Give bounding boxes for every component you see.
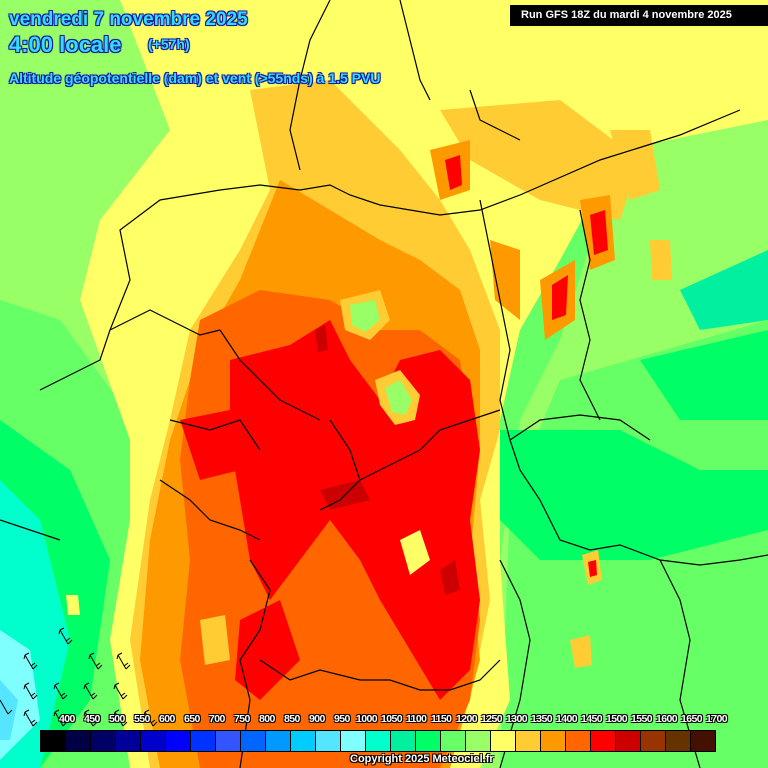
colorbar-segment (491, 731, 516, 751)
colorbar-segment (191, 731, 216, 751)
colorbar (40, 730, 716, 752)
forecast-time: 4:00 locale (9, 32, 122, 57)
colorbar-label: 450 (84, 713, 100, 725)
colorbar-label: 800 (259, 713, 275, 725)
colorbar-label: 1600 (656, 713, 678, 725)
colorbar-label: 850 (284, 713, 300, 725)
colorbar-segment (441, 731, 466, 751)
colorbar-label: 1300 (506, 713, 528, 725)
colorbar-label: 750 (234, 713, 250, 725)
colorbar-segment (516, 731, 541, 751)
parameter-title: Altitude géopotentielle (dam) et vent (>… (9, 70, 381, 86)
colorbar-segment (241, 731, 266, 751)
colorbar-label: 1200 (456, 713, 478, 725)
run-info-box: Run GFS 18Z du mardi 4 novembre 2025 (510, 5, 768, 26)
colorbar-segment (366, 731, 391, 751)
colorbar-label: 400 (59, 713, 75, 725)
forecast-offset: (+57h) (148, 36, 190, 52)
colorbar-label: 900 (309, 713, 325, 725)
colorbar-segment (316, 731, 341, 751)
colorbar-segment (216, 731, 241, 751)
colorbar-label: 1250 (481, 713, 503, 725)
colorbar-label: 1350 (531, 713, 553, 725)
colorbar-label: 550 (134, 713, 150, 725)
colorbar-segment (641, 731, 666, 751)
colorbar-segment (691, 731, 716, 751)
colorbar-segment (66, 731, 91, 751)
colorbar-segment (391, 731, 416, 751)
colorbar-label: 1650 (681, 713, 703, 725)
colorbar-label: 1550 (631, 713, 653, 725)
colorbar-segment (666, 731, 691, 751)
colorbar-label: 1150 (431, 713, 452, 725)
colorbar-segment (291, 731, 316, 751)
colorbar-label: 1450 (581, 713, 603, 725)
forecast-date: vendredi 7 novembre 2025 (9, 9, 248, 30)
colorbar-segment (341, 731, 366, 751)
colorbar-segment (116, 731, 141, 751)
colorbar-label: 700 (209, 713, 225, 725)
colorbar-label: 1500 (606, 713, 628, 725)
colorbar-segment (41, 731, 66, 751)
colorbar-label: 1700 (706, 713, 728, 725)
colorbar-segment (91, 731, 116, 751)
colorbar-segment (166, 731, 191, 751)
colorbar-label: 950 (334, 713, 350, 725)
colorbar-label: 1400 (556, 713, 578, 725)
colorbar-label: 650 (184, 713, 200, 725)
colorbar-label: 1050 (381, 713, 403, 725)
colorbar-label: 1100 (406, 713, 427, 725)
colorbar-segment (591, 731, 616, 751)
colorbar-segment (416, 731, 441, 751)
colorbar-segment (141, 731, 166, 751)
colorbar-segment (266, 731, 291, 751)
colorbar-segment (566, 731, 591, 751)
colorbar-segment (466, 731, 491, 751)
colorbar-labels: 400 450 500 550 600 650 700 750 800 850 900 950 1000… (40, 713, 740, 727)
colorbar-label: 1000 (356, 713, 378, 725)
colorbar-label: 600 (159, 713, 175, 725)
colorbar-label: 500 (109, 713, 125, 725)
copyright-text: Copyright 2025 Meteociel.fr (350, 753, 494, 765)
colorbar-segment (541, 731, 566, 751)
colorbar-segment (616, 731, 641, 751)
